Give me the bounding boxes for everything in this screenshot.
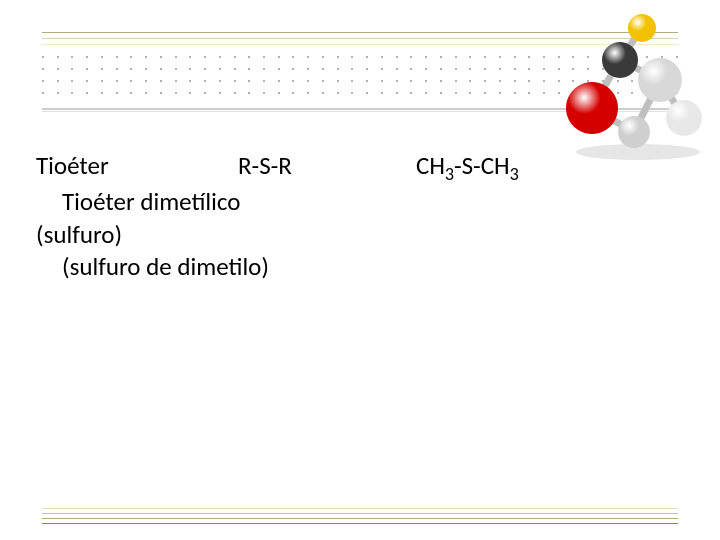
molecule-icon <box>530 10 720 170</box>
formula-sub: 3 <box>510 163 519 185</box>
footer-decoration <box>42 508 678 526</box>
slide-content: Tioéter R-S-R CH3-S-CH3 Tioéter dimetíli… <box>36 150 684 284</box>
formula-part: CH <box>416 150 445 181</box>
content-row-2: Tioéter dimetílico <box>36 186 684 219</box>
formula-sub: 3 <box>445 163 454 185</box>
content-row-1-left: Tioéter R-S-R <box>36 150 416 186</box>
example-formula: CH3-S-CH3 <box>416 150 519 186</box>
formula-part: -S-CH <box>454 150 510 181</box>
molecule-graphic <box>530 10 720 160</box>
content-row-1: Tioéter R-S-R CH3-S-CH3 <box>36 150 684 186</box>
content-row-3: (sulfuro) <box>36 219 684 252</box>
content-row-4: (sulfuro de dimetilo) <box>36 251 684 284</box>
term-sulfide: (sulfuro) <box>36 219 122 250</box>
term-dimethyl-sulfide: (sulfuro de dimetilo) <box>62 251 269 282</box>
generic-formula: R-S-R <box>238 150 292 181</box>
term-dimethyl-thioether: Tioéter dimetílico <box>62 186 240 217</box>
term-thioether: Tioéter <box>36 150 109 181</box>
